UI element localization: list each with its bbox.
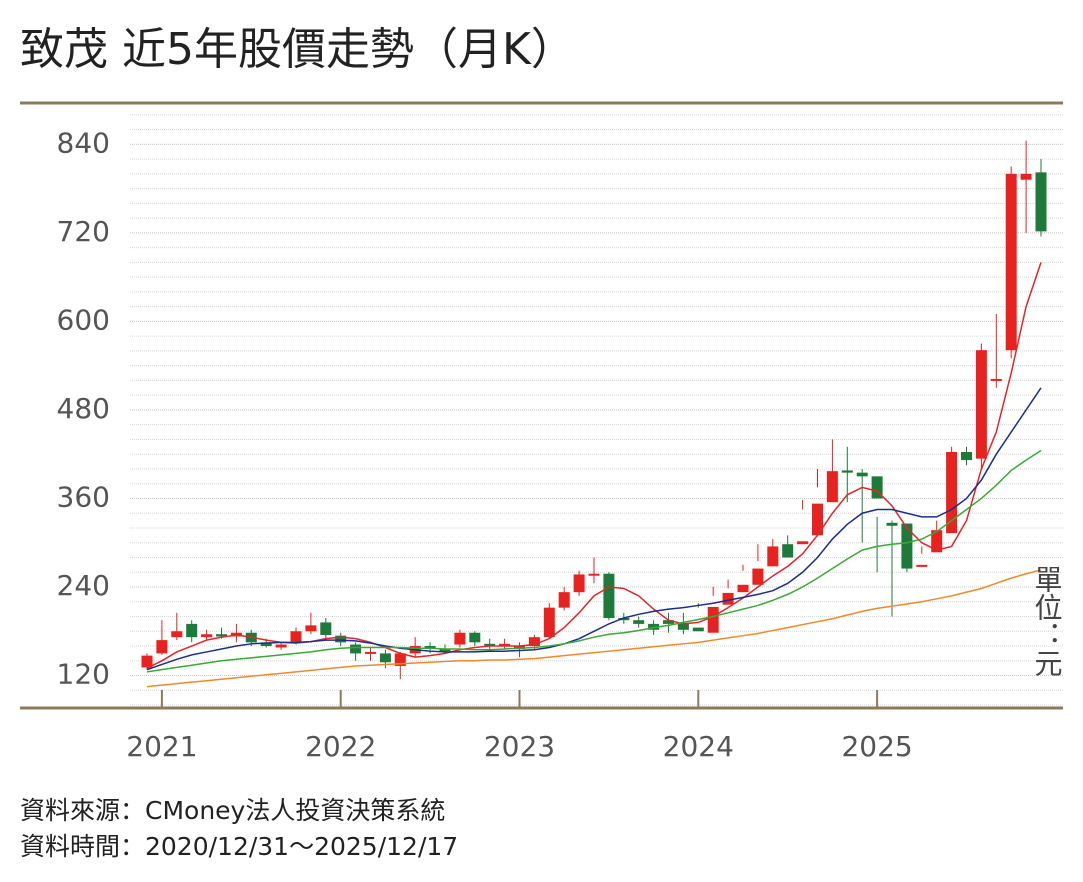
candle-body (975, 350, 987, 459)
candle-body (1005, 173, 1017, 351)
candle-body (931, 530, 943, 553)
y-tick-label: 120 (57, 658, 110, 691)
x-tick-label: 2022 (305, 730, 376, 763)
y-tick-label: 240 (57, 569, 110, 602)
candle-body (692, 627, 704, 632)
candle-body (305, 625, 317, 632)
candle-body (320, 622, 332, 635)
unit-label: 單位：元 (1031, 565, 1064, 677)
moving-average-line (146, 569, 1042, 688)
source-note: 資料來源：CMoney法人投資決策系統 (20, 796, 445, 825)
candle-body (499, 643, 511, 646)
candle-body (782, 544, 794, 558)
candle-body (379, 653, 391, 663)
candle-body (990, 378, 1002, 381)
x-tick-label: 2024 (663, 730, 734, 763)
candle-body (275, 644, 287, 648)
candle-body (871, 476, 883, 499)
candle-body (603, 573, 615, 618)
candle-body (439, 648, 451, 651)
x-tick-label: 2025 (841, 730, 912, 763)
candle-body (901, 523, 913, 569)
candle-body (961, 451, 972, 461)
candle-body (469, 632, 481, 643)
candle-body (722, 592, 734, 605)
candle-body (677, 623, 689, 630)
y-tick-label: 720 (57, 215, 110, 248)
candle-body (633, 620, 645, 624)
candle-body (394, 653, 406, 666)
candle-body (454, 632, 466, 645)
candle-body (946, 451, 958, 534)
date-note: 資料時間：2020/12/31～2025/12/17 (20, 832, 458, 861)
candle-body (484, 643, 496, 646)
candle-body (707, 606, 719, 633)
candle-body (856, 472, 868, 477)
candle-body (365, 651, 376, 654)
candle-body (618, 617, 630, 621)
candle-body (767, 546, 779, 567)
plot (141, 140, 1047, 688)
candle-body (141, 655, 153, 668)
candle-body (156, 640, 168, 654)
candle-body (350, 644, 362, 654)
candle-body (573, 574, 585, 593)
candle-body (201, 634, 213, 638)
candle-body (171, 631, 183, 638)
y-tick-label: 480 (57, 392, 110, 425)
candle-body (826, 471, 838, 503)
y-tick-label: 840 (57, 126, 110, 159)
candle-body (260, 642, 272, 647)
chart-title: 致茂 近5年股價走勢（月K） (20, 24, 575, 75)
candle-body (797, 541, 809, 545)
candle-body (886, 522, 898, 526)
candle-body (186, 623, 198, 638)
candle-body (752, 568, 764, 585)
candle-body (812, 503, 823, 536)
grid (130, 114, 1063, 706)
moving-average-line (146, 387, 1042, 671)
y-tick-label: 360 (57, 480, 110, 513)
candle-body (841, 470, 853, 473)
moving-average-line (146, 449, 1042, 673)
candle-body (588, 573, 600, 576)
candle-body (335, 635, 347, 643)
candle-body (290, 631, 302, 642)
candle-body (1020, 173, 1032, 180)
candle-body (558, 592, 570, 608)
candle-body (528, 637, 540, 647)
candle-body (737, 584, 749, 593)
x-tick-label: 2023 (484, 730, 555, 763)
y-tick-label: 600 (57, 303, 110, 336)
candle-body (663, 620, 674, 624)
candle-body (216, 634, 227, 637)
x-tick-label: 2021 (126, 730, 197, 763)
candle-body (1035, 172, 1047, 232)
candle-body (916, 564, 928, 567)
moving-average-line (146, 262, 1042, 669)
candle-body (543, 607, 555, 638)
